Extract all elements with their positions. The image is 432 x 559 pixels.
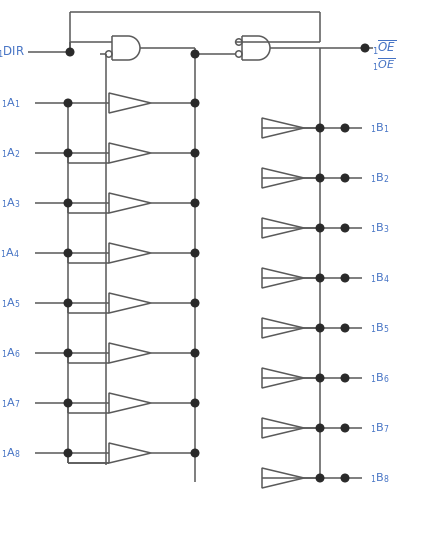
Circle shape [341,124,349,132]
Text: $_1$B$_7$: $_1$B$_7$ [370,421,389,435]
Text: $_1$A$_4$: $_1$A$_4$ [0,246,20,260]
Text: $_1\overline{OE}$: $_1\overline{OE}$ [372,39,397,57]
Circle shape [64,349,72,357]
Circle shape [316,424,324,432]
Circle shape [64,99,72,107]
Circle shape [316,374,324,382]
Circle shape [316,324,324,332]
Circle shape [341,424,349,432]
Text: $_1\overline{OE}$: $_1\overline{OE}$ [372,56,395,73]
Circle shape [191,50,199,58]
Circle shape [191,399,199,407]
Text: $_1$B$_5$: $_1$B$_5$ [370,321,389,335]
Circle shape [191,349,199,357]
Text: $_1$A$_5$: $_1$A$_5$ [1,296,20,310]
Circle shape [64,449,72,457]
Circle shape [341,374,349,382]
Text: $_1$A$_2$: $_1$A$_2$ [1,146,20,160]
Circle shape [191,449,199,457]
Circle shape [316,124,324,132]
Text: $_1$B$_3$: $_1$B$_3$ [370,221,389,235]
Circle shape [316,224,324,232]
Text: $_1$B$_2$: $_1$B$_2$ [370,171,389,185]
Text: $_1$A$_6$: $_1$A$_6$ [0,346,20,360]
Circle shape [316,174,324,182]
Circle shape [64,399,72,407]
Circle shape [64,199,72,207]
Circle shape [341,324,349,332]
Circle shape [341,174,349,182]
Circle shape [64,249,72,257]
Text: $_1$B$_6$: $_1$B$_6$ [370,371,390,385]
Circle shape [361,44,369,52]
Text: $_1$A$_3$: $_1$A$_3$ [1,196,20,210]
Circle shape [191,249,199,257]
Circle shape [341,224,349,232]
Text: $_1$A$_1$: $_1$A$_1$ [1,96,20,110]
Circle shape [341,474,349,482]
Circle shape [66,48,74,56]
Circle shape [316,274,324,282]
Circle shape [316,474,324,482]
Text: $_1$B$_1$: $_1$B$_1$ [370,121,389,135]
Text: $_1$A$_8$: $_1$A$_8$ [0,446,20,460]
Text: $_1$A$_7$: $_1$A$_7$ [1,396,20,410]
Circle shape [191,299,199,307]
Circle shape [64,149,72,157]
Circle shape [191,149,199,157]
Circle shape [341,274,349,282]
Text: $_1$B$_4$: $_1$B$_4$ [370,271,390,285]
Circle shape [191,199,199,207]
Text: $_1$B$_8$: $_1$B$_8$ [370,471,390,485]
Text: $_1$DIR: $_1$DIR [0,45,25,60]
Circle shape [64,299,72,307]
Circle shape [191,99,199,107]
